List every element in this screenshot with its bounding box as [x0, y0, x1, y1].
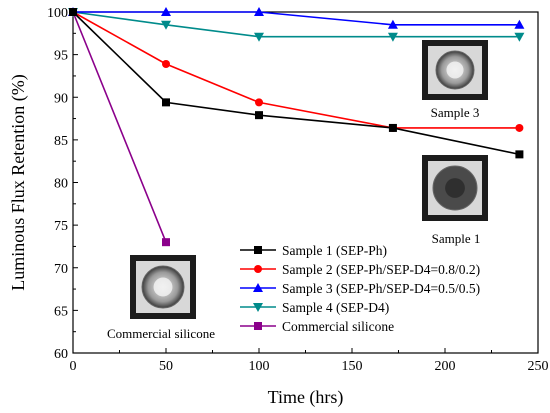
photo-annotations: Sample 3 Sample 1 Commercial silicone [107, 40, 488, 341]
x-axis-title: Time (hrs) [268, 387, 344, 408]
photo-led-chip [445, 178, 465, 198]
data-point [254, 322, 262, 330]
photo-caption-sample1: Sample 1 [432, 231, 481, 246]
data-point [514, 32, 525, 42]
data-point [253, 303, 263, 312]
data-point [255, 111, 263, 120]
data-point [253, 283, 263, 292]
y-tick-label: 80 [54, 177, 68, 192]
data-point [162, 238, 170, 247]
y-tick-label: 65 [54, 304, 68, 319]
legend-entry: Commercial silicone [240, 319, 394, 334]
series-sample-3-sep-ph-sep-d4-0-5-0-5- [68, 7, 525, 29]
data-point [515, 123, 524, 132]
axes: 0 50 100 150 200 250 60 65 70 75 80 85 90 95 100 Time (… [8, 6, 549, 408]
legend-label: Commercial silicone [282, 319, 394, 334]
legend-label: Sample 3 (SEP-Ph/SEP-D4=0.5/0.5) [282, 281, 480, 296]
y-tick-label: 90 [54, 91, 68, 106]
y-tick-label: 95 [54, 49, 68, 64]
y-tick-label: 75 [54, 219, 68, 234]
series-line [73, 11, 520, 26]
data-point [388, 123, 397, 132]
series-line [72, 11, 167, 243]
x-tick-label: 50 [159, 359, 173, 374]
y-tick-label: 60 [54, 347, 68, 362]
data-point [387, 32, 398, 42]
data-point [254, 265, 262, 273]
data-point [161, 20, 171, 30]
legend-entry: Sample 4 (SEP-D4) [240, 300, 389, 315]
y-tick-label: 85 [54, 134, 68, 149]
data-point [254, 246, 262, 254]
legend-label: Sample 4 (SEP-D4) [282, 300, 389, 315]
y-tick-label: 70 [54, 262, 68, 277]
data-point [255, 98, 263, 107]
photo-led-chip [446, 61, 464, 79]
legend-label: Sample 2 (SEP-Ph/SEP-D4=0.8/0.2) [282, 262, 480, 277]
photo-led-chip [153, 277, 173, 297]
data-point [254, 32, 264, 42]
x-tick-label: 100 [249, 359, 270, 374]
x-tick-label: 250 [528, 359, 549, 374]
data-point [162, 60, 170, 69]
photo-caption-commercial: Commercial silicone [107, 326, 215, 341]
data-point [69, 8, 77, 16]
photo-commercial [130, 255, 196, 319]
data-point [515, 150, 524, 159]
data-point [514, 19, 525, 29]
legend: Sample 1 (SEP-Ph) Sample 2 (SEP-Ph/SEP-D4… [240, 243, 480, 334]
data-point [387, 19, 398, 29]
legend-label: Sample 1 (SEP-Ph) [282, 243, 387, 258]
series-commercial-silicone [69, 8, 170, 247]
data-point [254, 7, 264, 16]
x-tick-label: 150 [342, 359, 363, 374]
photo-caption-sample3: Sample 3 [431, 105, 480, 120]
series-sample-1-sep-ph- [69, 8, 524, 159]
series-layer [68, 7, 525, 247]
legend-entry: Sample 3 (SEP-Ph/SEP-D4=0.5/0.5) [240, 281, 480, 296]
legend-entry: Sample 1 (SEP-Ph) [240, 243, 387, 258]
photo-sample1 [422, 155, 488, 221]
y-axis-title: Luminous Flux Retention (%) [8, 74, 29, 290]
photo-sample3 [422, 40, 488, 100]
data-point [162, 98, 170, 107]
y-tick-label: 100 [47, 6, 68, 21]
x-tick-label: 0 [70, 359, 77, 374]
legend-entry: Sample 2 (SEP-Ph/SEP-D4=0.8/0.2) [240, 262, 480, 277]
x-tick-label: 200 [435, 359, 456, 374]
data-point [161, 7, 171, 16]
